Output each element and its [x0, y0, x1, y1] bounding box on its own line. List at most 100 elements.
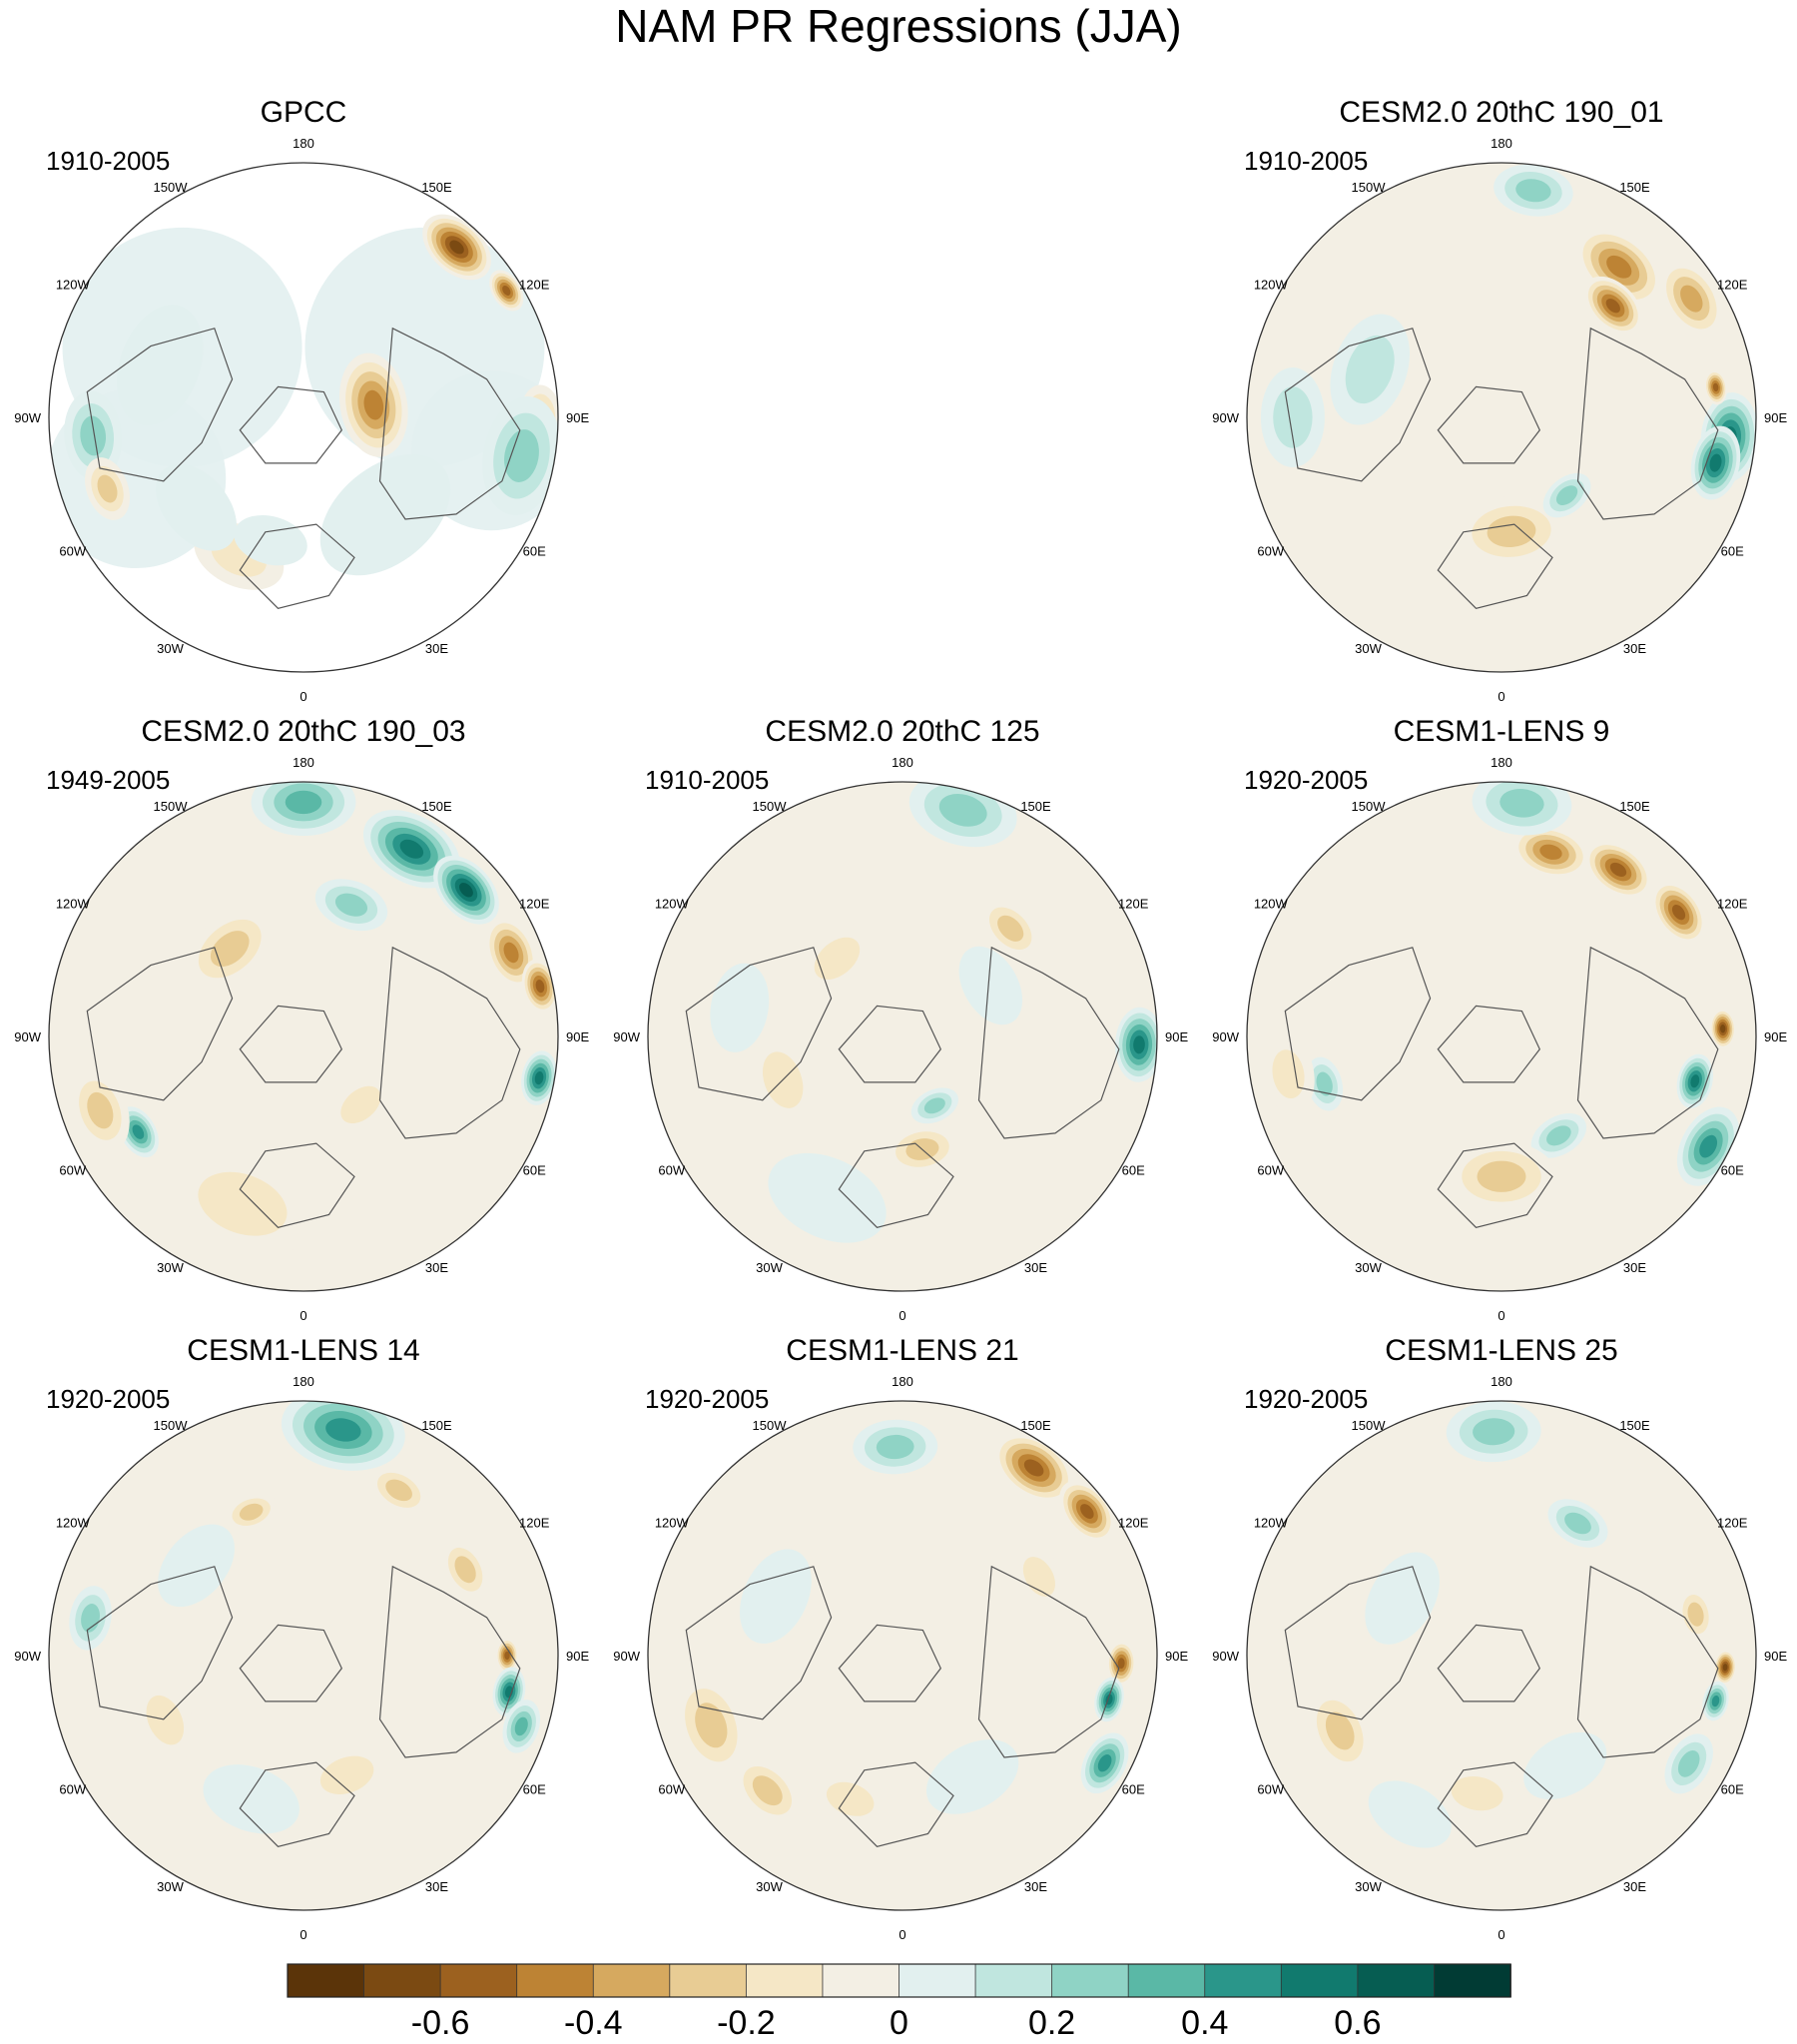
colorbar-tick-label: 0.6: [1334, 2004, 1381, 2042]
map-boundary: [1246, 162, 1757, 673]
map-boundary: [1246, 1400, 1757, 1911]
colorbar-box: [516, 1963, 595, 1998]
longitude-label: 150E: [1619, 180, 1650, 195]
coastline: [1576, 946, 1719, 1139]
longitude-label: 0: [1498, 1927, 1504, 1942]
anomaly-blob: [768, 1152, 887, 1243]
longitude-label: 180: [1491, 755, 1512, 770]
longitude-label: 120W: [1254, 278, 1289, 293]
anomaly-blob: [923, 1097, 945, 1114]
longitude-label: 150W: [154, 180, 189, 195]
longitude-label: 90E: [566, 1029, 589, 1044]
longitude-label: 120E: [519, 1516, 550, 1531]
colorbar-box: [592, 1963, 671, 1998]
longitude-label: 90W: [1212, 410, 1239, 425]
map-background: [648, 782, 1157, 1291]
anomaly-blob: [385, 1479, 412, 1502]
longitude-label: 30W: [1355, 1260, 1382, 1275]
colorbar-box: [1280, 1963, 1359, 1998]
anomaly-blob: [203, 1764, 300, 1834]
longitude-label: 150W: [154, 799, 189, 814]
longitude-label: 60W: [59, 1782, 86, 1797]
coastline: [1437, 523, 1553, 609]
longitude-label: 150E: [421, 180, 452, 195]
anomaly-blob: [459, 883, 473, 898]
longitude-label: 90W: [613, 1029, 640, 1044]
longitude-label: 150E: [421, 799, 452, 814]
panel-title: CESM1-LENS 25: [1385, 1334, 1617, 1367]
anomaly-blob: [1273, 386, 1313, 448]
anomaly-blob: [1546, 1125, 1571, 1146]
longitude-label: 120E: [1118, 1516, 1149, 1531]
anomaly-blob: [239, 1503, 264, 1521]
anomaly-blob: [1677, 1750, 1700, 1777]
coastline: [838, 1005, 941, 1083]
longitude-label: 180: [293, 136, 314, 151]
anomaly-blob: [340, 1085, 381, 1124]
coastline: [685, 947, 833, 1101]
longitude-label: 90W: [14, 1649, 41, 1664]
longitude-label: 180: [892, 755, 913, 770]
colorbar-box: [1357, 1963, 1436, 1998]
anomaly-blob: [1539, 844, 1562, 860]
longitude-label: 60E: [1122, 1163, 1145, 1178]
longitude-label: 150E: [1020, 1418, 1051, 1433]
longitude-label: 120W: [655, 897, 690, 912]
anomaly-blob: [958, 946, 1023, 1025]
anomaly-blob: [502, 285, 511, 296]
coastline: [838, 1142, 954, 1228]
longitude-label: 90E: [1165, 1649, 1188, 1664]
anomaly-blob: [1523, 1731, 1607, 1800]
longitude-label: 30E: [425, 1879, 448, 1894]
panel-title: CESM1-LENS 14: [187, 1334, 419, 1367]
map-panel: CESM1-LENS 21 1920-2005 180 150E 120E 90E 60E 3…: [613, 1334, 1188, 1942]
coastline: [1437, 1142, 1553, 1228]
panel-period: 1920-2005: [1244, 765, 1368, 795]
map-panel: CESM1-LENS 9 1920-2005 180 150E 120E 90E 60E 30…: [1212, 715, 1787, 1323]
colorbar-tick-label: 0: [890, 2004, 908, 2042]
longitude-label: 60E: [523, 1163, 546, 1178]
anomaly-blob: [1687, 1602, 1704, 1627]
longitude-label: 30E: [425, 1260, 448, 1275]
coastline: [378, 327, 521, 520]
anomaly-blob: [399, 839, 424, 859]
map-boundary: [647, 1400, 1158, 1911]
longitude-label: 120W: [56, 278, 91, 293]
colorbar-box: [822, 1963, 900, 1998]
longitude-label: 90W: [14, 410, 41, 425]
longitude-label: 120E: [1717, 897, 1748, 912]
anomaly-blob: [740, 1549, 812, 1645]
colorbar-box: [898, 1963, 976, 1998]
anomaly-blob: [116, 305, 204, 425]
longitude-label: 180: [892, 1374, 913, 1389]
anomaly-blob: [80, 415, 107, 456]
anomaly-blob: [1605, 299, 1620, 314]
longitude-label: 90W: [1212, 1649, 1239, 1664]
map-boundary: [1246, 781, 1757, 1292]
anomaly-blob: [504, 429, 539, 482]
longitude-label: 180: [1491, 136, 1512, 151]
anomaly-blob: [1410, 909, 1480, 966]
longitude-label: 90W: [14, 1029, 41, 1044]
anomaly-blob: [1365, 1552, 1440, 1645]
longitude-label: 90E: [1764, 1649, 1787, 1664]
anomaly-blob: [503, 942, 519, 964]
panel-period: 1910-2005: [645, 765, 769, 795]
anomaly-blob: [1609, 862, 1627, 877]
longitude-label: 60E: [1721, 1782, 1744, 1797]
coastline: [977, 1565, 1120, 1758]
longitude-label: 30W: [157, 641, 184, 656]
anomaly-blob: [1515, 179, 1551, 203]
panel-period: 1920-2005: [1244, 1384, 1368, 1414]
colorbar-tick-label: -0.2: [717, 2004, 776, 2042]
longitude-label: 0: [898, 1308, 905, 1323]
coastline: [239, 523, 355, 609]
anomaly-blob: [1671, 905, 1686, 921]
coastline: [1284, 328, 1432, 482]
coastline: [1576, 327, 1719, 520]
coastline: [1437, 385, 1540, 464]
longitude-label: 30E: [1623, 641, 1646, 656]
anomaly-blob: [1272, 1049, 1305, 1099]
panel-title: GPCC: [261, 96, 347, 129]
